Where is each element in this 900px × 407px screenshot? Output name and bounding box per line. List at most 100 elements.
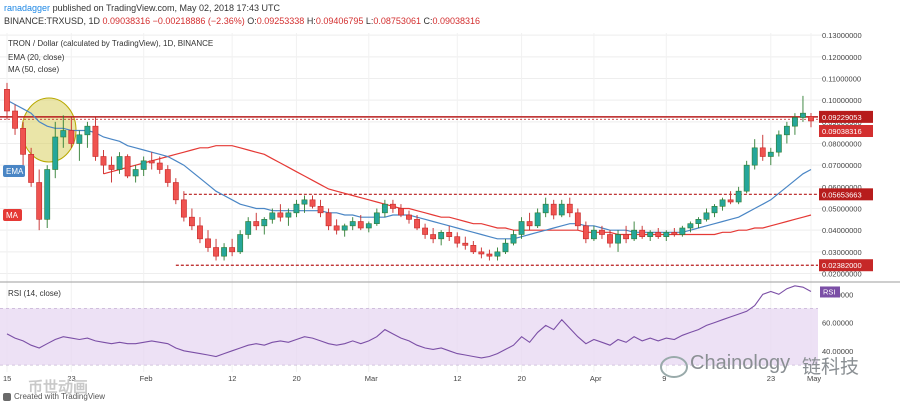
price-tick-label: 0.10000000: [822, 96, 862, 105]
candle-body: [124, 156, 131, 177]
candle: [615, 230, 621, 252]
candle: [269, 208, 276, 224]
candle-body: [373, 212, 380, 224]
support-resistance-lines: [0, 116, 818, 266]
candle-body: [566, 203, 573, 214]
candle: [108, 156, 115, 183]
candle-body: [470, 245, 477, 253]
candle-body: [100, 156, 107, 166]
candle: [164, 165, 171, 187]
candle: [438, 230, 445, 246]
price-label: 0.09229053: [819, 110, 873, 123]
candle-body: [591, 229, 597, 240]
candle-body: [446, 232, 453, 237]
candle-body: [607, 234, 613, 244]
candle: [486, 249, 493, 261]
candle-body: [502, 242, 509, 253]
rsi-title: RSI (14, close): [8, 289, 61, 298]
candle-body: [84, 125, 91, 136]
candle-body: [735, 190, 742, 203]
ma-tag-label: MA: [6, 211, 19, 220]
candle-body: [558, 203, 565, 216]
candle: [20, 121, 26, 166]
candle-body: [574, 212, 581, 227]
author-name[interactable]: ranadagger: [4, 3, 51, 13]
candle: [205, 230, 211, 252]
candle: [285, 208, 292, 226]
candle-body: [526, 221, 533, 227]
price-tick-label: 0.02000000: [822, 270, 862, 279]
candle-body: [663, 232, 670, 237]
candle-body: [454, 236, 461, 244]
candle-body: [365, 223, 372, 229]
candle-body: [164, 169, 171, 183]
candle: [727, 191, 734, 205]
close-label: C:: [423, 16, 433, 26]
price-label-bg: [819, 125, 873, 138]
candle: [526, 212, 533, 231]
candle: [735, 186, 742, 205]
candle: [679, 225, 686, 237]
candle: [582, 221, 589, 244]
candle: [783, 121, 790, 144]
time-axis[interactable]: 15 23 Feb 12 20 Mar 12 20 Apr 9 23 May: [3, 374, 821, 383]
price-tick-label: 0.05000000: [822, 205, 862, 214]
tradingview-logo-icon: [3, 393, 11, 401]
candle: [607, 230, 613, 248]
time-tick-label: 12: [228, 374, 236, 383]
candle: [253, 212, 260, 231]
candle-body: [309, 199, 316, 207]
candle: [213, 238, 219, 261]
candle-body: [582, 225, 589, 240]
price-label-text: 0.02382000: [822, 261, 862, 270]
candle: [229, 238, 236, 257]
candle: [68, 117, 75, 148]
candle-body: [357, 221, 364, 229]
candle: [647, 230, 654, 241]
candle: [28, 147, 35, 187]
low-label: L:: [365, 16, 374, 26]
candle-body: [767, 151, 774, 157]
legend-ma: MA (50, close): [8, 65, 59, 74]
time-tick-label: 20: [292, 374, 300, 383]
low-value: 0.08753061: [373, 16, 421, 26]
candle: [333, 219, 340, 235]
candle: [92, 117, 99, 161]
candle-body: [727, 199, 734, 203]
time-tick-label: 9: [662, 374, 666, 383]
time-tick-label: Apr: [590, 374, 602, 383]
price-label-text: 0.09229053: [822, 113, 862, 122]
ma-line: [103, 145, 812, 236]
candle: [180, 191, 187, 222]
candle-body: [542, 203, 549, 214]
candle: [237, 230, 244, 254]
candle: [510, 230, 517, 246]
candle: [12, 104, 18, 135]
footer-text[interactable]: Created with TradingView: [14, 392, 106, 401]
candle: [591, 225, 597, 241]
candle-body: [406, 214, 412, 220]
price-axis[interactable]: 0.13000000 0.12000000 0.11000000 0.10000000…: [822, 31, 862, 278]
time-tick-label: 15: [3, 374, 11, 383]
close-value: 0.09038316: [432, 16, 481, 26]
chart-header: ranadagger published on TradingView.com,…: [0, 0, 900, 32]
candle: [132, 165, 139, 183]
rsi-tag-label: RSI: [823, 287, 836, 296]
candle: [277, 204, 284, 222]
price-label-bg: [819, 259, 873, 272]
candle: [245, 217, 252, 239]
candle: [751, 139, 758, 170]
candle-body: [510, 234, 517, 244]
candle-body: [703, 212, 710, 220]
candle-body: [808, 116, 814, 122]
footer: Created with TradingView: [0, 389, 900, 407]
watermark-left-text: 币世动画: [28, 378, 89, 396]
candle-body: [743, 164, 750, 192]
candle: [566, 197, 573, 218]
candle-body: [422, 227, 428, 235]
candle-body: [775, 134, 782, 153]
legend-title: TRON / Dollar (calculated by TradingView…: [8, 39, 213, 48]
candle-body: [390, 203, 396, 209]
